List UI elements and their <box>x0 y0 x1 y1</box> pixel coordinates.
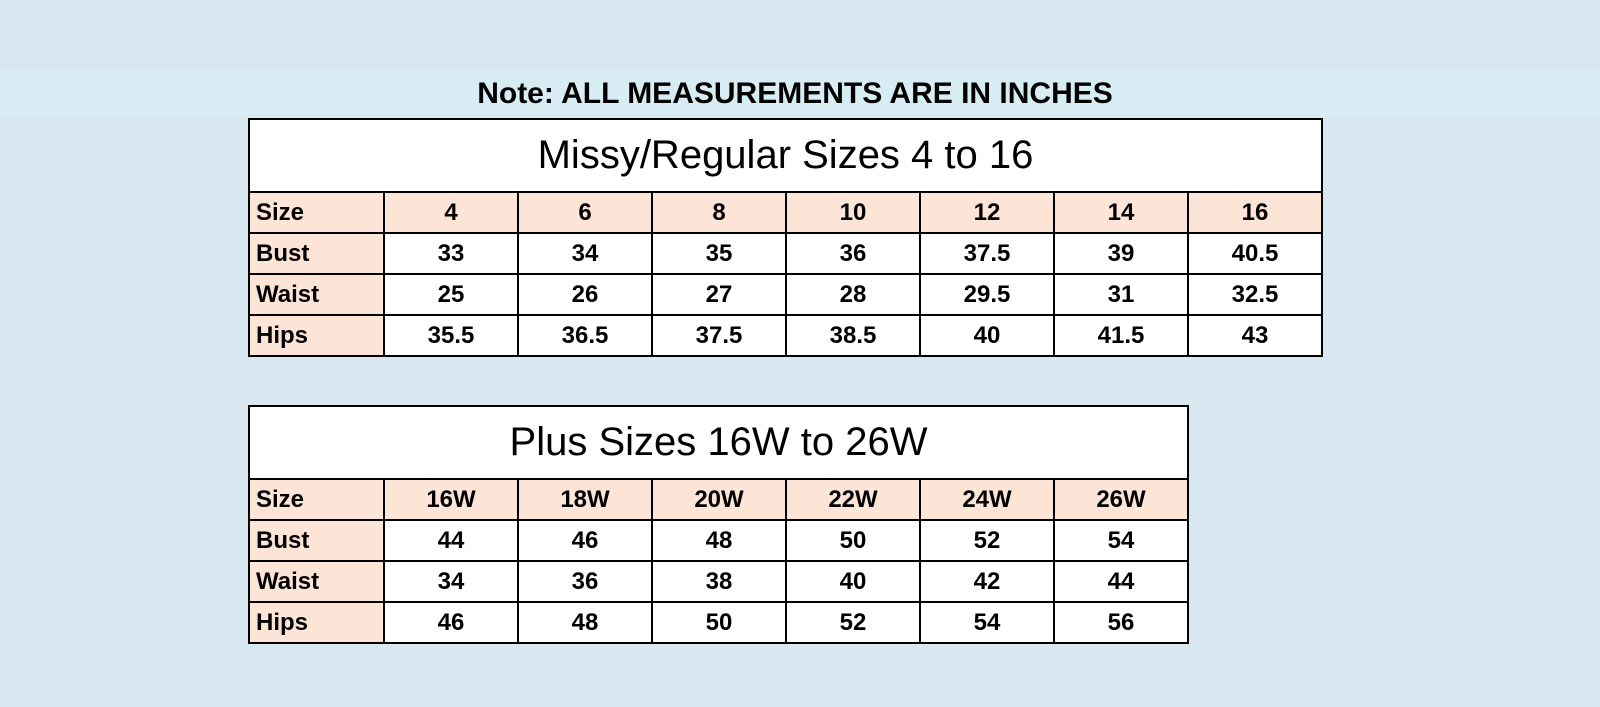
measure-cell: 50 <box>785 519 921 562</box>
measure-cell: 37.5 <box>919 232 1055 275</box>
measure-cell: 40 <box>785 560 921 603</box>
measure-cell: 37.5 <box>651 314 787 357</box>
measure-cell: 33 <box>383 232 519 275</box>
size-header: 14 <box>1053 191 1189 234</box>
measure-row: Waist 34 36 38 40 42 44 <box>248 560 1189 603</box>
measure-cell: 40 <box>919 314 1055 357</box>
row-header: Size <box>248 191 385 234</box>
row-header: Waist <box>248 560 385 603</box>
measure-cell: 39 <box>1053 232 1189 275</box>
size-header: 12 <box>919 191 1055 234</box>
size-table: Plus Sizes 16W to 26W Size 16W 18W 20W 22W 24W… <box>248 405 1189 644</box>
size-header: 26W <box>1053 478 1189 521</box>
row-header: Hips <box>248 314 385 357</box>
measure-cell: 40.5 <box>1187 232 1323 275</box>
row-header: Bust <box>248 232 385 275</box>
size-header: 16 <box>1187 191 1323 234</box>
measure-cell: 38 <box>651 560 787 603</box>
measure-cell: 34 <box>383 560 519 603</box>
note: Note: ALL MEASUREMENTS ARE IN INCHES <box>477 77 1113 110</box>
table-title: Plus Sizes 16W to 26W <box>248 405 1189 480</box>
measure-cell: 28 <box>785 273 921 316</box>
header-row: Size 4 6 8 10 12 14 16 <box>248 191 1323 234</box>
measure-cell: 36 <box>785 232 921 275</box>
measure-cell: 41.5 <box>1053 314 1189 357</box>
row-header: Waist <box>248 273 385 316</box>
measure-cell: 36 <box>517 560 653 603</box>
measure-cell: 34 <box>517 232 653 275</box>
measure-cell: 26 <box>517 273 653 316</box>
measure-row: Waist 25 26 27 28 29.5 31 32.5 <box>248 273 1323 316</box>
measure-row: Bust 33 34 35 36 37.5 39 40.5 <box>248 232 1323 275</box>
measure-row: Hips 46 48 50 52 54 56 <box>248 601 1189 644</box>
header-row: Size 16W 18W 20W 22W 24W 26W <box>248 478 1189 521</box>
size-header: 8 <box>651 191 787 234</box>
measure-row: Bust 44 46 48 50 52 54 <box>248 519 1189 562</box>
size-table: Missy/Regular Sizes 4 to 16 Size 4 6 8 10 12 14… <box>248 118 1323 357</box>
size-header: 16W <box>383 478 519 521</box>
title-row: Missy/Regular Sizes 4 to 16 <box>248 118 1323 193</box>
measure-cell: 36.5 <box>517 314 653 357</box>
size-header: 24W <box>919 478 1055 521</box>
measure-cell: 50 <box>651 601 787 644</box>
measure-cell: 52 <box>919 519 1055 562</box>
note-band <box>0 70 1600 118</box>
measure-cell: 46 <box>517 519 653 562</box>
measure-cell: 44 <box>383 519 519 562</box>
measure-cell: 38.5 <box>785 314 921 357</box>
measure-cell: 54 <box>1053 519 1189 562</box>
row-header: Hips <box>248 601 385 644</box>
table-title: Missy/Regular Sizes 4 to 16 <box>248 118 1323 193</box>
measure-cell: 25 <box>383 273 519 316</box>
size-header: 10 <box>785 191 921 234</box>
row-header: Bust <box>248 519 385 562</box>
measure-cell: 48 <box>651 519 787 562</box>
measure-cell: 44 <box>1053 560 1189 603</box>
measure-cell: 46 <box>383 601 519 644</box>
measure-cell: 31 <box>1053 273 1189 316</box>
measure-cell: 56 <box>1053 601 1189 644</box>
measure-cell: 48 <box>517 601 653 644</box>
size-header: 6 <box>517 191 653 234</box>
measure-cell: 52 <box>785 601 921 644</box>
size-header: 20W <box>651 478 787 521</box>
size-header: 18W <box>517 478 653 521</box>
measure-cell: 29.5 <box>919 273 1055 316</box>
measure-cell: 54 <box>919 601 1055 644</box>
measure-cell: 43 <box>1187 314 1323 357</box>
measure-cell: 27 <box>651 273 787 316</box>
measure-cell: 35 <box>651 232 787 275</box>
measure-row: Hips 35.5 36.5 37.5 38.5 40 41.5 43 <box>248 314 1323 357</box>
measure-cell: 32.5 <box>1187 273 1323 316</box>
size-header: 4 <box>383 191 519 234</box>
row-header: Size <box>248 478 385 521</box>
title-row: Plus Sizes 16W to 26W <box>248 405 1189 480</box>
size-header: 22W <box>785 478 921 521</box>
measure-cell: 42 <box>919 560 1055 603</box>
measure-cell: 35.5 <box>383 314 519 357</box>
